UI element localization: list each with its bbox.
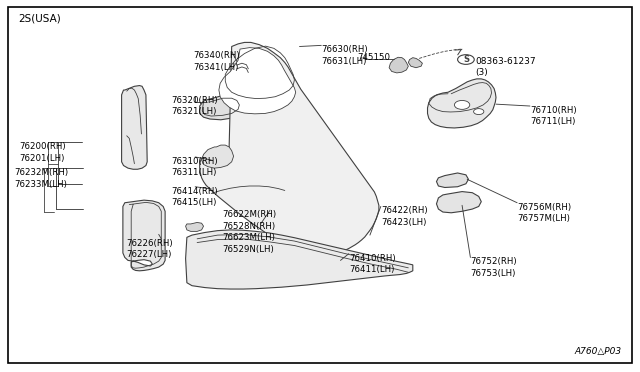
Text: 76422(RH)
76423(LH): 76422(RH) 76423(LH) (381, 206, 428, 227)
Polygon shape (408, 58, 422, 68)
Text: 76622M(RH)
76528N(RH)
76623M(LH)
76529N(LH): 76622M(RH) 76528N(RH) 76623M(LH) 76529N(… (223, 210, 277, 254)
Circle shape (474, 109, 484, 115)
Polygon shape (234, 59, 251, 73)
Polygon shape (122, 86, 147, 169)
Text: 76200(RH)
76201(LH): 76200(RH) 76201(LH) (19, 142, 66, 163)
Polygon shape (200, 96, 242, 120)
Text: 76232M(RH)
76233M(LH): 76232M(RH) 76233M(LH) (14, 168, 68, 189)
Text: 76310(RH)
76311(LH): 76310(RH) 76311(LH) (172, 157, 218, 177)
Polygon shape (436, 173, 468, 187)
Text: 76410(RH)
76411(LH): 76410(RH) 76411(LH) (349, 254, 396, 274)
Polygon shape (389, 57, 408, 73)
Text: 76414(RH)
76415(LH): 76414(RH) 76415(LH) (172, 187, 218, 207)
Circle shape (454, 100, 470, 109)
Polygon shape (428, 79, 496, 128)
Polygon shape (186, 222, 204, 231)
Text: 76630(RH)
76631(LH): 76630(RH) 76631(LH) (321, 45, 368, 66)
Text: 76226(RH)
76227(LH): 76226(RH) 76227(LH) (127, 239, 173, 259)
Polygon shape (186, 230, 413, 289)
Text: 76340(RH)
76341(LH): 76340(RH) 76341(LH) (193, 51, 240, 72)
Text: 08363-61237
(3): 08363-61237 (3) (475, 57, 536, 77)
FancyBboxPatch shape (8, 7, 632, 363)
Polygon shape (200, 42, 379, 256)
Text: 76710(RH)
76711(LH): 76710(RH) 76711(LH) (530, 106, 577, 126)
Text: S: S (463, 55, 469, 64)
Text: 2S(USA): 2S(USA) (18, 13, 61, 23)
Text: 76320(RH)
76321(LH): 76320(RH) 76321(LH) (172, 96, 218, 116)
Polygon shape (436, 192, 481, 213)
Polygon shape (123, 200, 165, 271)
Text: 76756M(RH)
76757M(LH): 76756M(RH) 76757M(LH) (517, 203, 572, 223)
Text: 745150: 745150 (357, 53, 390, 62)
Text: 76752(RH)
76753(LH): 76752(RH) 76753(LH) (470, 257, 517, 278)
Polygon shape (219, 48, 296, 114)
Text: A760△P03: A760△P03 (575, 347, 622, 356)
Polygon shape (202, 145, 234, 168)
